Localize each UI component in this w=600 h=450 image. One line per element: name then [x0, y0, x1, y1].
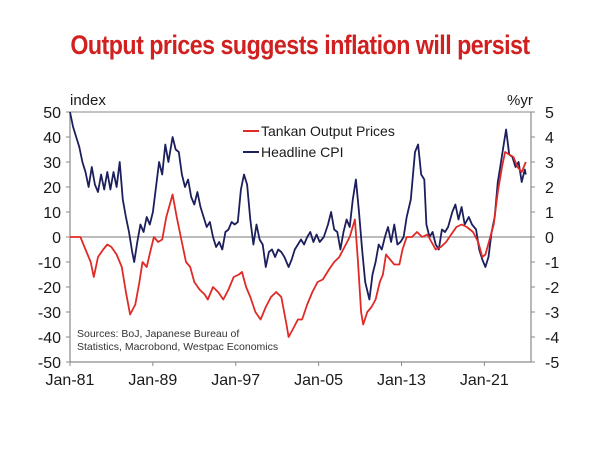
legend-label-tankan: Tankan Output Prices [261, 123, 395, 139]
source-note-line-1: Sources: BoJ, Japanese Bureau of [77, 328, 239, 340]
right-tick-label: -5 [545, 355, 559, 372]
series-group [69, 111, 527, 338]
left-tick-label: 30 [43, 155, 61, 172]
legend-label-cpi: Headline CPI [261, 144, 344, 160]
axes-group: 50403020100-10-20-30-40-50543210-1-2-3-4… [38, 105, 559, 389]
x-tick-label: Jan-05 [294, 372, 343, 389]
right-tick-label: 0 [545, 230, 554, 247]
chart-title: Output prices suggests inflation will pe… [70, 30, 530, 60]
right-tick-label: 2 [545, 180, 554, 197]
left-tick-label: -50 [38, 355, 61, 372]
source-note-line-2: Statistics, Macrobond, Westpac Economics [77, 341, 278, 353]
x-tick-label: Jan-21 [460, 372, 509, 389]
right-tick-label: -3 [545, 305, 559, 322]
right-tick-label: -4 [545, 330, 559, 347]
left-tick-label: -30 [38, 305, 61, 322]
x-tick-label: Jan-89 [128, 372, 177, 389]
right-tick-label: 4 [545, 130, 554, 147]
x-tick-label: Jan-13 [377, 372, 426, 389]
x-tick-label: Jan-97 [211, 372, 260, 389]
right-tick-label: -2 [545, 280, 559, 297]
left-tick-label: 10 [43, 205, 61, 222]
left-axis-label: index [70, 92, 106, 109]
right-axis-label: %yr [507, 92, 533, 109]
x-tick-label: Jan-81 [46, 372, 95, 389]
left-tick-label: -20 [38, 280, 61, 297]
series-line-headline-cpi [69, 111, 527, 301]
left-tick-label: -10 [38, 255, 61, 272]
right-tick-label: -1 [545, 255, 559, 272]
left-tick-label: 40 [43, 130, 61, 147]
left-tick-label: 20 [43, 180, 61, 197]
right-tick-label: 1 [545, 205, 554, 222]
legend: Tankan Output Prices Headline CPI [243, 123, 395, 160]
right-tick-label: 5 [545, 105, 554, 122]
left-tick-label: -40 [38, 330, 61, 347]
left-tick-label: 0 [52, 230, 61, 247]
series-line-tankan-output-prices [70, 151, 527, 338]
left-tick-label: 50 [43, 105, 61, 122]
right-tick-label: 3 [545, 155, 554, 172]
